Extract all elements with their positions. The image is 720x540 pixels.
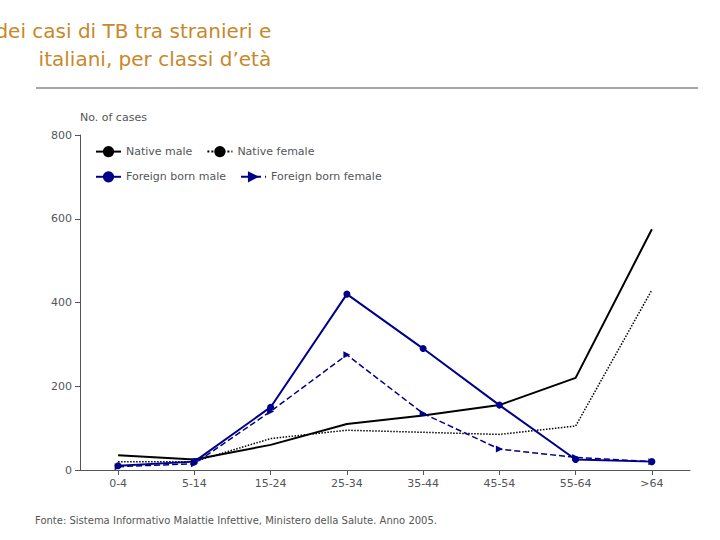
svg-text:400: 400 [51,296,72,309]
svg-text:Fonte: Sistema Informativo Mal: Fonte: Sistema Informativo Malattie Infe… [35,515,437,526]
svg-text:Foreign born female: Foreign born female [271,170,382,183]
svg-text:0-4: 0-4 [109,477,127,490]
svg-text:15-24: 15-24 [255,477,287,490]
svg-text:>64: >64 [640,477,663,490]
svg-text:Foreign born male: Foreign born male [126,170,226,183]
svg-text:55-64: 55-64 [560,477,592,490]
svg-text:italiani, per classi d’età: italiani, per classi d’età [39,47,272,71]
svg-text:Native male: Native male [126,145,193,158]
svg-text:No. of cases: No. of cases [80,111,147,124]
svg-text:800: 800 [51,129,72,142]
svg-text:Native female: Native female [237,145,314,158]
svg-text:200: 200 [51,380,72,393]
svg-text:0: 0 [65,464,72,477]
svg-text:600: 600 [51,212,72,225]
svg-text:45-54: 45-54 [483,477,515,490]
svg-text:25-34: 25-34 [331,477,363,490]
svg-text:Distribuzione dei casi di TB t: Distribuzione dei casi di TB tra stranie… [0,19,271,43]
svg-text:35-44: 35-44 [407,477,439,490]
svg-text:5-14: 5-14 [182,477,207,490]
